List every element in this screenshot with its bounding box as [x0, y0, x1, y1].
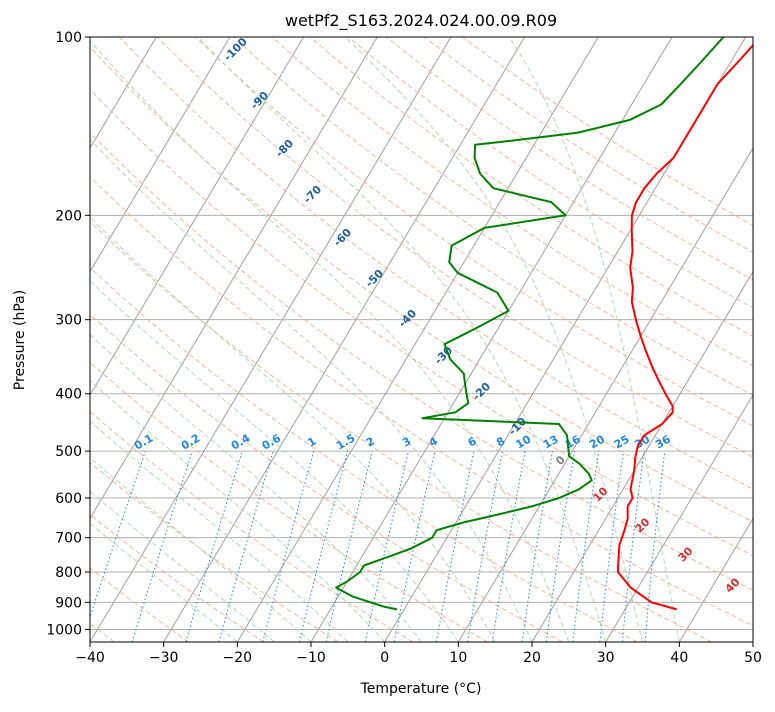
y-tick-label: 400 — [55, 387, 82, 403]
background-lines — [0, 37, 775, 642]
x-tick-label: 30 — [597, 650, 615, 666]
mixing-ratio-label: 3 — [400, 435, 413, 450]
dry-adiabat-line — [0, 37, 488, 642]
y-tick-label: 600 — [55, 491, 82, 507]
dry-adiabat-label: 40 — [723, 575, 743, 595]
isotherm-line — [753, 37, 775, 642]
dry-adiabat-label: -30 — [432, 344, 455, 367]
dry-adiabat-line — [234, 37, 775, 642]
isotherm-line — [532, 37, 775, 642]
mixing-ratio-label: 30 — [632, 432, 652, 451]
dry-adiabat-label: -70 — [301, 183, 324, 206]
y-tick-label: 100 — [55, 30, 82, 46]
isotherm-line — [458, 37, 775, 642]
dry-adiabat-label: -100 — [221, 35, 250, 64]
mixing-ratio-label: 36 — [653, 432, 673, 451]
mixing-ratio-label: 1 — [305, 435, 318, 450]
mixing-ratio-line — [132, 451, 192, 642]
mixing-ratio-label: 0.4 — [229, 431, 253, 452]
isotherm-line — [0, 37, 304, 642]
x-tick-label: 0 — [380, 650, 389, 666]
mixing-ratio-label: 0.2 — [179, 432, 202, 453]
mixing-ratio-line — [573, 451, 599, 642]
x-tick-label: −40 — [75, 650, 105, 666]
mixing-ratio-line — [186, 451, 243, 642]
dry-adiabat-line — [0, 37, 189, 642]
mixing-ratio-label: 4 — [427, 434, 440, 449]
moist-adiabat-line — [0, 37, 422, 642]
y-tick-label: 900 — [55, 595, 82, 611]
mixing-ratio-line — [522, 451, 552, 642]
dry-adiabat-label: -50 — [363, 267, 386, 290]
mixing-ratio-line — [299, 451, 347, 642]
moist-adiabat-line — [0, 37, 495, 642]
dry-adiabat-line — [0, 37, 562, 642]
dry-adiabat-label: -80 — [273, 137, 296, 160]
mixing-ratio-label: 13 — [541, 433, 561, 452]
moist-adiabat-line — [0, 37, 458, 642]
dry-adiabat-line — [348, 37, 775, 642]
y-tick-label: 700 — [55, 531, 82, 547]
mixing-ratio-line — [326, 451, 372, 642]
x-tick-label: 10 — [449, 650, 467, 666]
y-tick-label: 300 — [55, 313, 82, 329]
mixing-ratio-label: 0.6 — [260, 431, 284, 452]
chart-title: wetPf2_S163.2024.024.00.09.R09 — [285, 11, 557, 31]
dry-adiabat-line — [0, 37, 712, 642]
x-tick-label: −30 — [149, 650, 179, 666]
dewpoint-profile — [336, 37, 723, 609]
mixing-ratio-label: 1.5 — [334, 432, 357, 453]
x-tick-label: 50 — [744, 650, 762, 666]
mixing-ratio-line — [546, 451, 574, 642]
x-axis-label: Temperature (°C) — [360, 681, 482, 697]
dry-adiabat-label: 0 — [553, 453, 568, 468]
y-axis-label: Pressure (hPa) — [12, 290, 28, 390]
mixing-ratio-label: 20 — [587, 432, 607, 451]
dry-adiabat-label: -20 — [470, 380, 493, 403]
isotherm-line — [679, 37, 775, 642]
x-tick-label: −10 — [296, 650, 326, 666]
moist-adiabat-line — [0, 37, 385, 642]
mixing-ratio-label: 8 — [494, 435, 507, 450]
x-tick-label: 20 — [523, 650, 541, 666]
y-tick-label: 1000 — [46, 622, 82, 638]
y-tick-label: 800 — [55, 565, 82, 581]
dry-adiabat-label: -90 — [248, 89, 271, 112]
x-tick-label: 40 — [670, 650, 688, 666]
dry-adiabat-label: 30 — [676, 544, 696, 564]
dry-adiabat-line — [43, 37, 775, 642]
y-tick-label: 200 — [55, 208, 82, 224]
plot-frame — [90, 37, 753, 642]
mixing-ratio-label: 2 — [364, 435, 377, 450]
moist-adiabat-line — [0, 37, 311, 642]
isotherm-line — [164, 37, 525, 642]
dry-adiabat-line — [0, 37, 338, 642]
dry-adiabat-line — [81, 37, 775, 642]
moist-adiabat-line — [87, 37, 569, 642]
isotherm-line — [90, 37, 451, 642]
isotherm-line — [16, 37, 377, 642]
dry-adiabat-line — [386, 37, 775, 642]
y-tick-label: 500 — [55, 444, 82, 460]
dry-adiabat-line — [0, 37, 413, 642]
isotherm-line — [0, 37, 9, 642]
isotherm-line — [0, 37, 230, 642]
x-tick-label: −20 — [223, 650, 253, 666]
dry-adiabat-label: -40 — [396, 307, 419, 330]
mixing-ratio-label: 25 — [612, 433, 632, 452]
